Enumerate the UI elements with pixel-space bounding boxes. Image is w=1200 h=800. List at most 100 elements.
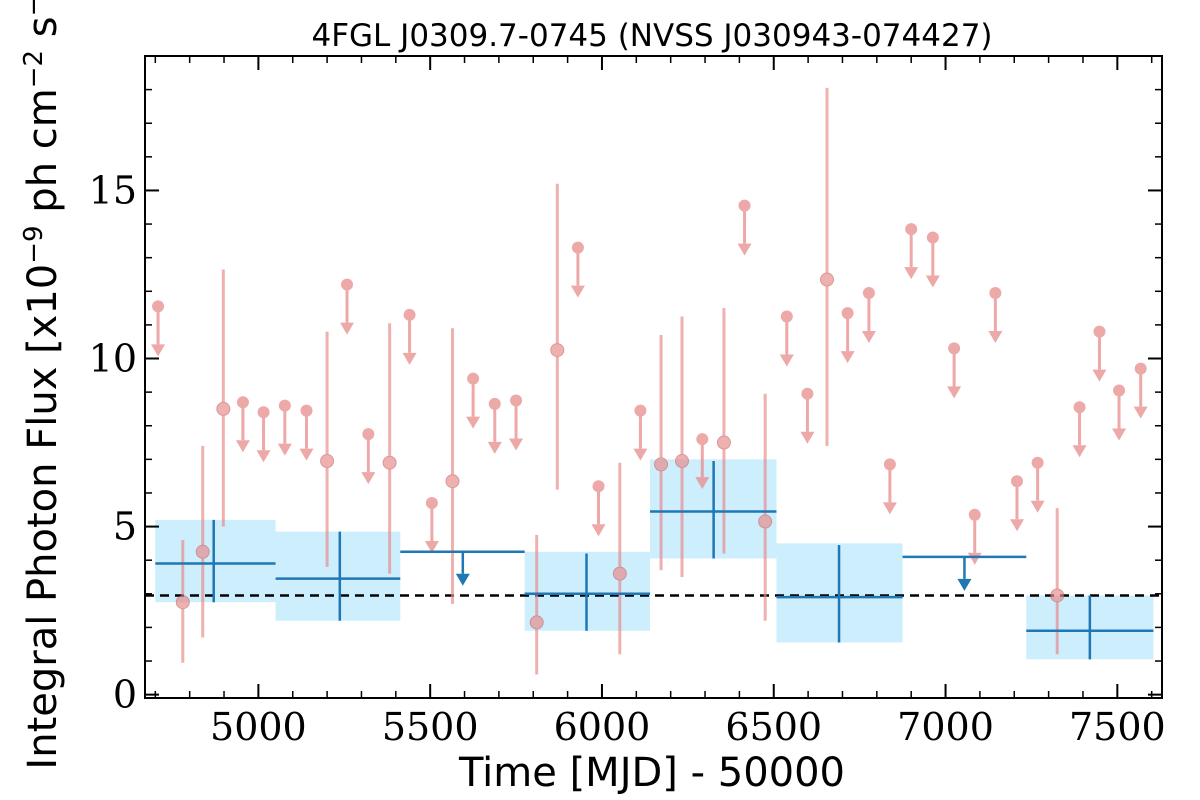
plot-frame (144, 55, 1163, 699)
upper-limit-arrowhead (591, 524, 606, 537)
upper-limit-marker (425, 497, 438, 510)
short-bin-upper-limit-29 (1072, 401, 1087, 458)
upper-limit-arrowhead (256, 450, 271, 463)
upper-limit-marker (1093, 325, 1106, 338)
short-bin-marker (550, 343, 565, 358)
upper-limit-marker (841, 307, 854, 320)
upper-limit-marker (300, 404, 313, 417)
short-bin-upper-limit-26 (1010, 475, 1025, 532)
long-bin-points (155, 461, 1154, 660)
short-bin-marker (675, 454, 690, 469)
short-bin-upper-limit-19 (840, 307, 855, 364)
axes (144, 55, 1163, 699)
chart-title: 4FGL J0309.7-0745 (NVSS J030943-074427) (311, 18, 992, 54)
upper-limit-marker (862, 286, 875, 299)
short-bin-point-3 (320, 331, 335, 567)
upper-limit-marker (696, 433, 709, 446)
short-bin-marker (716, 435, 731, 450)
upper-limit-marker (1031, 456, 1044, 469)
short-bin-points (151, 87, 1148, 675)
short-bin-upper-limit-10 (487, 397, 502, 454)
upper-limit-marker (738, 199, 751, 212)
upper-limit-arrowhead (277, 443, 292, 456)
upper-limit-arrowhead (487, 441, 502, 454)
long-bin-point-3 (650, 461, 777, 559)
upper-limit-arrowhead (1092, 369, 1107, 382)
upper-limit-arrowhead (570, 285, 585, 298)
x-tick-label: 7500 (1069, 705, 1166, 749)
short-bin-upper-limit-8 (424, 497, 439, 554)
upper-limit-marker (905, 223, 918, 236)
short-bin-upper-limit-7 (402, 308, 417, 365)
long-bin-band-0 (155, 519, 276, 603)
upper-limit-arrowhead (1030, 500, 1045, 513)
upper-limit-arrowhead (840, 351, 855, 364)
short-bin-upper-limit-12 (570, 241, 585, 298)
long-bin-point-4 (776, 545, 903, 643)
short-bin-point-13 (820, 87, 835, 446)
short-bin-upper-limit-0 (151, 300, 166, 357)
short-bin-marker (175, 595, 190, 610)
short-bin-upper-limit-3 (277, 399, 292, 456)
x-axis-label: Time [MJD] - 50000 (458, 750, 845, 796)
upper-limit-arrowhead (800, 431, 815, 444)
upper-limit-arrowhead (861, 330, 876, 343)
upper-limit-arrowhead (882, 502, 897, 515)
long-upper-limit-arrowhead (957, 578, 972, 591)
x-tick-label: 5000 (210, 705, 307, 749)
short-bin-point-1 (175, 540, 190, 663)
short-bin-point-6 (529, 534, 544, 675)
short-bin-point-9 (654, 334, 669, 571)
short-bin-marker (529, 615, 544, 630)
upper-limit-arrowhead (967, 552, 982, 565)
short-bin-upper-limit-13 (591, 480, 606, 537)
short-bin-upper-limit-5 (340, 278, 355, 335)
tick-labels: 5000 5500 6000 6500 7000 7500 0 5 10 15 (89, 168, 1166, 749)
short-bin-upper-limit-18 (800, 387, 815, 444)
upper-limit-marker (403, 308, 416, 321)
upper-limit-arrowhead (1072, 445, 1087, 458)
short-bin-upper-limit-32 (1133, 362, 1148, 419)
short-bin-upper-limit-20 (861, 286, 876, 343)
upper-limit-arrowhead (424, 541, 439, 554)
short-bin-marker (216, 401, 231, 416)
short-bin-upper-limit-22 (904, 223, 919, 280)
upper-limit-marker (780, 310, 793, 323)
short-bin-marker (195, 544, 210, 559)
x-tick-label: 6000 (554, 705, 651, 749)
upper-limit-arrowhead (1112, 428, 1127, 441)
upper-limit-arrowhead (402, 352, 417, 365)
upper-limit-marker (948, 342, 961, 355)
y-tick-label: 0 (113, 673, 137, 717)
y-axis-label: Integral Photon Flux [x10−9 ph cm−2 s−1] (19, 0, 66, 770)
upper-limit-marker (341, 278, 354, 291)
upper-limit-marker (883, 458, 896, 471)
upper-limit-arrowhead (1133, 406, 1148, 419)
y-tick-label: 5 (113, 505, 137, 549)
short-bin-upper-limit-24 (947, 342, 962, 399)
short-bin-upper-limit-28 (988, 286, 1003, 343)
long-bin-upper-limit-0 (400, 550, 525, 586)
upper-limit-marker (989, 286, 1002, 299)
short-bin-marker (758, 514, 773, 529)
long-bin-point-2 (524, 553, 651, 631)
short-bin-point-10 (675, 316, 690, 577)
upper-limit-arrowhead (633, 448, 648, 461)
short-bin-upper-limit-21 (882, 458, 897, 515)
y-tick-label: 10 (89, 337, 137, 381)
upper-limit-marker (1011, 475, 1024, 488)
short-bin-upper-limit-15 (695, 433, 710, 490)
upper-limit-marker (1113, 384, 1126, 397)
short-bin-point-4 (382, 323, 397, 574)
short-bin-marker (612, 566, 627, 581)
long-bin-bands (155, 459, 1154, 660)
short-bin-marker (445, 474, 460, 489)
short-bin-upper-limit-6 (361, 428, 376, 485)
short-bin-marker (654, 457, 669, 472)
short-bin-upper-limit-16 (737, 199, 752, 256)
short-bin-marker (382, 455, 397, 470)
upper-limit-arrowhead (509, 438, 524, 451)
short-bin-point-0 (195, 445, 210, 638)
short-bin-point-8 (612, 462, 627, 655)
